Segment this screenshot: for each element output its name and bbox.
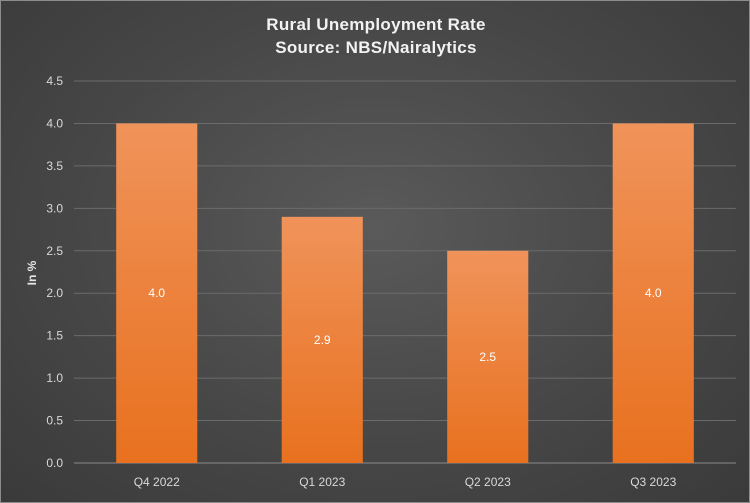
y-tick-label: 0.0 [46, 456, 63, 470]
y-tick-label: 3.5 [46, 159, 63, 173]
y-tick-label: 2.0 [46, 286, 63, 300]
data-label: 4.0 [148, 286, 165, 300]
x-tick-label: Q4 2022 [134, 475, 180, 489]
y-tick-label: 4.5 [46, 74, 63, 88]
y-tick-label: 1.0 [46, 371, 63, 385]
y-tick-label: 0.5 [46, 414, 63, 428]
data-label: 2.9 [314, 333, 331, 347]
bar [612, 123, 694, 463]
chart-subtitle: Source: NBS/Nairalytics [275, 38, 477, 57]
x-tick-label: Q1 2023 [299, 475, 345, 489]
bar [447, 250, 529, 463]
y-tick-label: 2.5 [46, 244, 63, 258]
bar [116, 123, 198, 463]
y-axis-label: In % [25, 260, 39, 285]
y-tick-label: 3.0 [46, 201, 63, 215]
data-label: 4.0 [645, 286, 662, 300]
data-label: 2.5 [479, 350, 496, 364]
bar [281, 216, 363, 463]
x-tick-label: Q2 2023 [465, 475, 511, 489]
chart-title: Rural Unemployment Rate [266, 15, 485, 34]
y-tick-label: 4.0 [46, 116, 63, 130]
x-tick-label: Q3 2023 [630, 475, 676, 489]
y-tick-label: 1.5 [46, 329, 63, 343]
